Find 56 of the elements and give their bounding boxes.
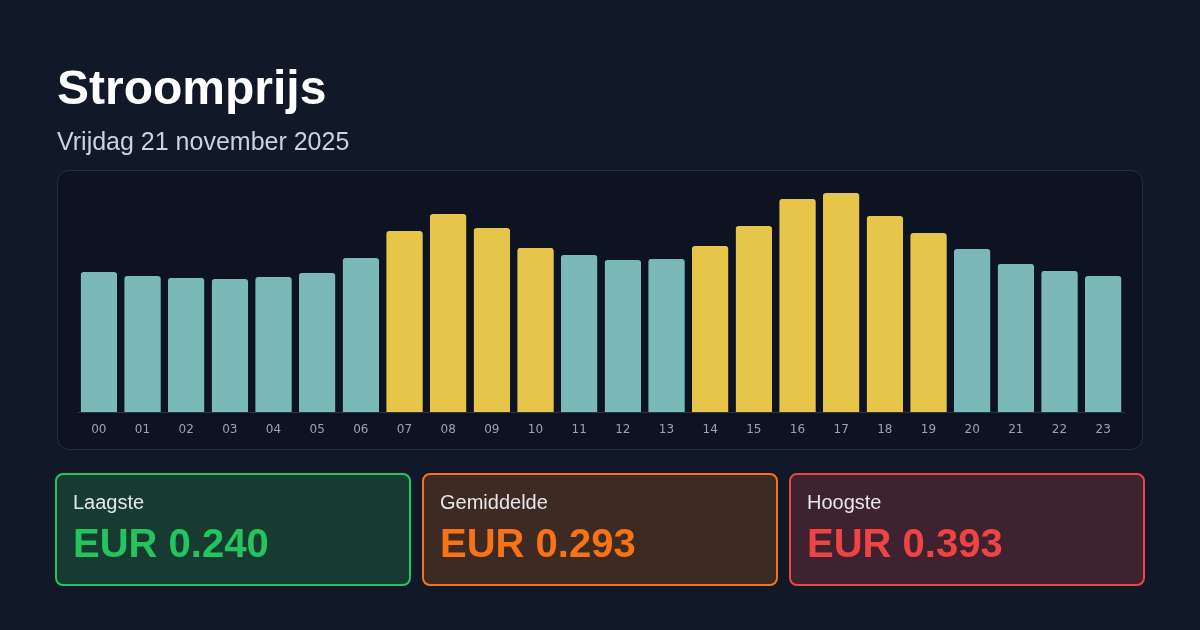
x-tick-label: 08	[440, 421, 456, 436]
bar	[691, 246, 729, 412]
bar	[211, 279, 249, 412]
bar	[604, 260, 642, 412]
bar	[866, 216, 904, 412]
bar	[386, 231, 423, 412]
x-tick-label: 07	[396, 421, 413, 436]
x-tick-label: 06	[353, 421, 369, 436]
bar	[429, 214, 467, 412]
bar	[822, 193, 860, 412]
text: Gemiddelde	[440, 491, 548, 514]
bar	[473, 228, 511, 412]
bar	[255, 277, 292, 412]
bar	[910, 233, 947, 412]
x-tick-label: 02	[178, 421, 194, 436]
x-tick-label: 00	[91, 421, 107, 436]
x-tick-label: 13	[658, 421, 675, 436]
x-tick-label: 05	[309, 421, 325, 436]
text: EUR 0.293	[440, 521, 636, 566]
bar	[342, 258, 380, 412]
bar	[167, 277, 205, 412]
x-tick-label: 10	[527, 421, 544, 436]
bar	[735, 226, 773, 412]
text: EUR 0.393	[807, 521, 1003, 566]
x-tick-label: 16	[789, 421, 806, 436]
bar	[997, 263, 1035, 412]
chart-subtitle: Vrijdag 21 november 2025	[57, 127, 350, 156]
x-tick-label: 14	[702, 421, 718, 436]
bar	[1041, 270, 1078, 412]
x-tick-label: 11	[571, 421, 587, 436]
x-tick-label: 04	[265, 421, 282, 436]
bar	[779, 198, 816, 412]
x-tick-label: 15	[746, 421, 762, 436]
x-tick-label: 19	[920, 421, 937, 436]
x-tick-label: 12	[615, 421, 631, 436]
text: EUR 0.240	[73, 521, 269, 566]
x-tick-label: 21	[1008, 421, 1024, 436]
x-tick-label: 18	[877, 421, 893, 436]
bar	[953, 249, 991, 412]
text: Laagste	[73, 491, 145, 514]
text: Hoogste	[807, 491, 882, 514]
bar	[517, 247, 554, 412]
bar	[648, 258, 685, 412]
x-tick-label: 17	[833, 421, 849, 436]
bar	[80, 272, 118, 412]
x-tick-label: 23	[1095, 421, 1111, 436]
x-tick-label: 01	[134, 421, 151, 436]
x-tick-label: 09	[484, 421, 500, 436]
bar	[124, 276, 161, 412]
bar	[560, 254, 598, 412]
x-tick-label: 22	[1051, 421, 1068, 436]
bar	[298, 272, 336, 412]
x-tick-label: 20	[964, 421, 980, 436]
x-tick-label: 03	[222, 421, 238, 436]
bar	[1084, 276, 1122, 412]
chart-title: Stroomprijs	[57, 60, 327, 115]
